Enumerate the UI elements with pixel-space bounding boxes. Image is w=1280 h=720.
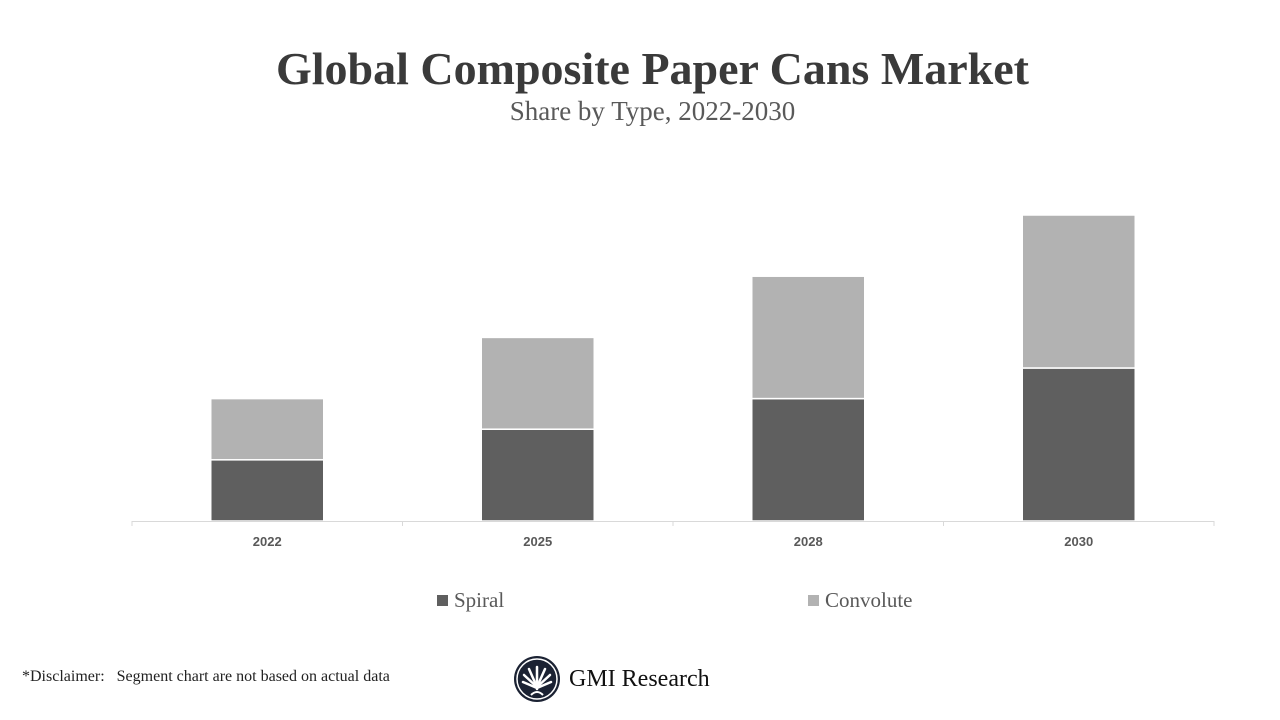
legend-swatch-spiral: [437, 595, 448, 606]
bar-convolute-2025: [480, 336, 595, 430]
legend-label-spiral: Spiral: [454, 588, 505, 612]
legend-item-spiral: Spiral: [437, 588, 504, 613]
x-tick-label-2028: 2028: [794, 534, 823, 549]
bar-convolute-2022: [210, 397, 325, 461]
bar-spiral-2028: [751, 397, 866, 522]
x-tick-label-2022: 2022: [253, 534, 282, 549]
bar-convolute-2028: [751, 275, 866, 400]
bar-convolute-2030: [1021, 214, 1136, 369]
brand-name: GMI Research: [569, 665, 710, 692]
bar-spiral-2022: [210, 459, 325, 522]
brand-logo: GMI Research: [513, 655, 710, 703]
bar-spiral-2030: [1021, 367, 1136, 522]
chart-title: Global Composite Paper Cans Market: [275, 43, 1029, 94]
bar-spiral-2025: [480, 428, 595, 522]
gmi-logo-icon: [514, 656, 560, 702]
legend-label-convolute: Convolute: [825, 588, 913, 612]
chart-subtitle: Share by Type, 2022-2030: [509, 96, 796, 126]
x-tick-label-2030: 2030: [1064, 534, 1093, 549]
x-tick-label-2025: 2025: [523, 534, 552, 549]
legend-item-convolute: Convolute: [808, 588, 913, 613]
legend-swatch-convolute: [808, 595, 819, 606]
disclaimer: *Disclaimer: Segment chart are not based…: [22, 668, 390, 685]
